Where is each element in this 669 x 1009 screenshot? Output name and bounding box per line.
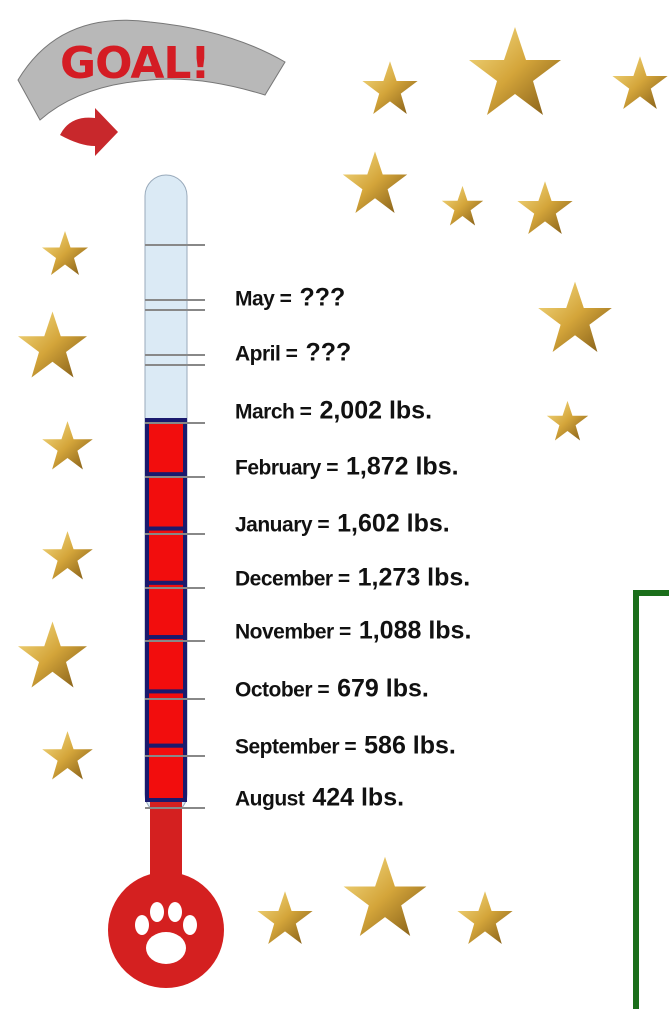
green-frame [636,593,669,1009]
row-label: December = [235,568,350,591]
row: November = 1,088 lbs. [235,617,471,646]
row-label: January = [235,514,329,537]
row-value: 424 lbs. [312,784,404,812]
row: September = 586 lbs. [235,732,456,761]
row-value: 1,602 lbs. [337,510,450,538]
banner-arrow [60,108,118,156]
row-value: ??? [305,339,351,367]
row-value: 2,002 lbs. [319,397,432,425]
fill-block [147,746,185,800]
row-label: September = [235,736,356,759]
row-value: 1,273 lbs. [358,564,471,592]
thermometer-bulb [108,872,224,988]
row-value: 1,088 lbs. [359,617,472,645]
row-value: ??? [299,284,345,312]
row-label: February = [235,457,338,480]
row: May =??? [235,284,345,313]
fill-block [147,529,185,583]
row-label: May = [235,288,291,311]
row: March = 2,002 lbs. [235,397,432,426]
row-value: 1,872 lbs. [346,453,459,481]
row-value: 679 lbs. [337,675,429,703]
row: April =??? [235,339,351,368]
row: December = 1,273 lbs. [235,564,470,593]
row: February = 1,872 lbs. [235,453,459,482]
row: January = 1,602 lbs. [235,510,450,539]
row-label: March = [235,401,311,424]
fill-block [147,583,185,637]
page: GOAL! May =???April =???March =2,002 lbs… [0,0,669,1009]
panel [122,100,592,1000]
banner-title: GOAL! [60,38,210,89]
row-label: October = [235,679,329,702]
fill-block [147,420,185,474]
row: October = 679 lbs. [235,675,429,704]
row-label: August [235,788,304,811]
row-value: 586 lbs. [364,732,456,760]
fill-block [147,474,185,528]
row: August 424 lbs. [235,784,404,813]
row-label: April = [235,343,297,366]
graphic [0,0,669,1009]
row-label: November = [235,621,351,644]
fill-block [147,637,185,691]
